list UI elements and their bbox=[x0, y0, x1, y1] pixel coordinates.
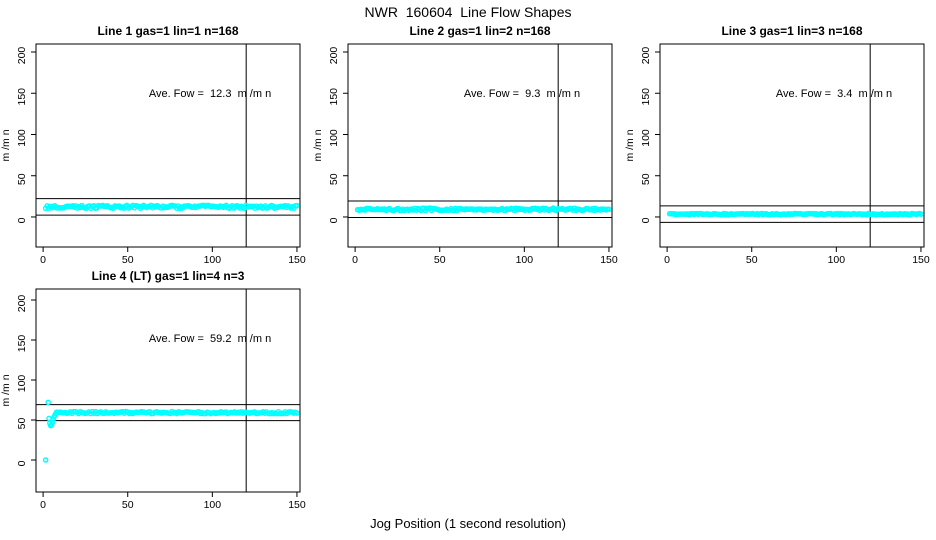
x-tick-label: 50 bbox=[122, 254, 134, 266]
y-tick-label: 200 bbox=[640, 47, 652, 65]
y-tick-label: 150 bbox=[16, 335, 28, 353]
y-tick-label: 0 bbox=[640, 217, 652, 223]
data-point bbox=[46, 415, 52, 422]
y-tick-label: 200 bbox=[328, 47, 340, 65]
x-tick-label: 0 bbox=[664, 254, 670, 266]
data-point bbox=[49, 419, 56, 426]
panel-title: Line 3 gas=1 lin=3 n=168 bbox=[721, 24, 862, 38]
data-points bbox=[42, 399, 300, 463]
y-tick-label: 150 bbox=[640, 88, 652, 106]
ave-flow-annotation: Ave. Fow = 3.4 m /m n bbox=[776, 88, 892, 100]
y-tick-label: 0 bbox=[16, 217, 28, 223]
panel-line-2: 0 50 100 150 0 50 100 150 200 m /m n Line 2 gas=1 … bbox=[312, 24, 618, 266]
panel-line-4: 0 50 100 150 0 50 100 150 200 m /m n Line 4 (LT) g… bbox=[0, 269, 306, 511]
x-tick-label: 0 bbox=[352, 254, 358, 266]
y-axis-name: m /m n bbox=[624, 129, 636, 161]
data-point bbox=[45, 399, 51, 406]
x-tick-label: 0 bbox=[40, 254, 46, 266]
x-axis-label: Jog Position (1 second resolution) bbox=[370, 516, 566, 531]
y-tick-label: 50 bbox=[328, 173, 340, 185]
y-tick-label: 150 bbox=[328, 88, 340, 106]
y-tick-label: 100 bbox=[640, 129, 652, 147]
x-tick-label: 150 bbox=[288, 254, 306, 266]
x-tick-label: 150 bbox=[288, 499, 306, 511]
x-tick-label: 100 bbox=[828, 254, 846, 266]
plot-box bbox=[347, 43, 613, 248]
y-tick-label: 100 bbox=[16, 129, 28, 147]
panel-title: Line 4 (LT) gas=1 lin=4 n=3 bbox=[92, 269, 245, 283]
y-tick-label: 0 bbox=[16, 460, 28, 466]
data-point bbox=[606, 206, 612, 213]
x-tick-label: 150 bbox=[600, 254, 618, 266]
y-tick-label: 100 bbox=[16, 375, 28, 393]
plot-box bbox=[659, 43, 925, 248]
data-point bbox=[918, 211, 924, 217]
y-axis-name: m /m n bbox=[0, 374, 12, 406]
y-tick-label: 50 bbox=[16, 173, 28, 185]
y-tick-label: 0 bbox=[328, 217, 340, 223]
y-axis-name: m /m n bbox=[312, 129, 324, 161]
ave-flow-annotation: Ave. Fow = 12.3 m /m n bbox=[149, 88, 271, 100]
plot-box bbox=[35, 288, 301, 493]
y-axis-name: m /m n bbox=[0, 129, 12, 161]
y-tick-label: 150 bbox=[16, 88, 28, 106]
x-tick-label: 100 bbox=[204, 499, 222, 511]
y-tick-label: 200 bbox=[16, 47, 28, 65]
data-points bbox=[354, 205, 612, 214]
chart-title: NWR 160604 Line Flow Shapes bbox=[365, 4, 572, 20]
x-tick-label: 50 bbox=[434, 254, 446, 266]
panel-line-1: 0 50 100 150 0 50 100 150 200 m /m n Line 1 gas=1 … bbox=[0, 24, 306, 266]
ave-flow-annotation: Ave. Fow = 9.3 m /m n bbox=[464, 88, 580, 100]
x-tick-label: 150 bbox=[912, 254, 930, 266]
x-tick-label: 0 bbox=[40, 499, 46, 511]
x-tick-label: 100 bbox=[516, 254, 534, 266]
x-tick-label: 100 bbox=[204, 254, 222, 266]
y-tick-label: 100 bbox=[328, 129, 340, 147]
data-point bbox=[294, 202, 300, 209]
data-point bbox=[294, 410, 300, 416]
data-points bbox=[666, 210, 924, 218]
panels-group: 0 50 100 150 0 50 100 150 200 m /m n Line 1 gas=1 … bbox=[0, 24, 930, 511]
y-tick-label: 50 bbox=[640, 173, 652, 185]
data-point bbox=[42, 457, 49, 463]
y-tick-label: 50 bbox=[16, 418, 28, 430]
ave-flow-annotation: Ave. Fow = 59.2 m /m n bbox=[149, 333, 271, 345]
y-tick-label: 200 bbox=[16, 295, 28, 313]
x-tick-label: 50 bbox=[122, 499, 134, 511]
panel-title: Line 2 gas=1 lin=2 n=168 bbox=[409, 24, 550, 38]
plot-box bbox=[35, 43, 301, 248]
data-points bbox=[42, 202, 300, 212]
panel-line-3: 0 50 100 150 0 50 100 150 200 m /m n Line 3 gas=1 … bbox=[624, 24, 930, 266]
x-tick-label: 50 bbox=[746, 254, 758, 266]
panel-title: Line 1 gas=1 lin=1 n=168 bbox=[97, 24, 238, 38]
